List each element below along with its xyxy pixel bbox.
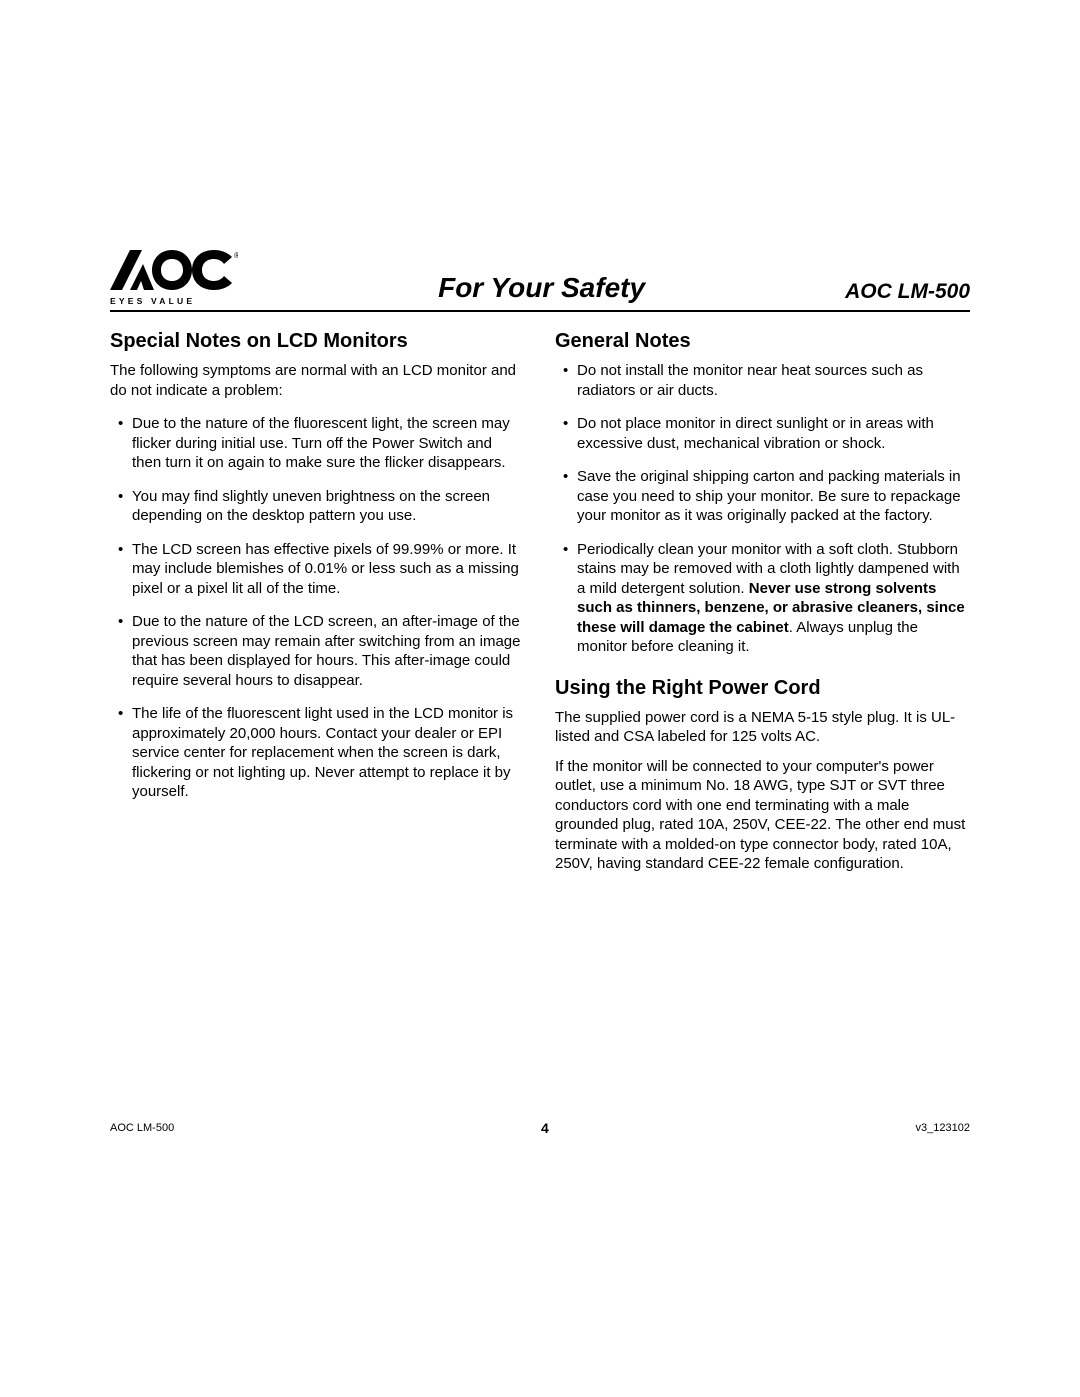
page-title: For Your Safety	[238, 272, 845, 306]
footer-row: AOC LM-500 4 v3_123102	[110, 1120, 970, 1136]
general-notes-heading: General Notes	[555, 330, 970, 353]
left-column: Special Notes on LCD Monitors The follow…	[110, 330, 525, 884]
list-item: Do not place monitor in direct sunlight …	[555, 414, 970, 453]
list-item: Due to the nature of the fluorescent lig…	[110, 414, 525, 473]
list-item: Do not install the monitor near heat sou…	[555, 361, 970, 400]
header-row: ® EYES VALUE For Your Safety AOC LM-500	[110, 250, 970, 312]
list-item: The LCD screen has effective pixels of 9…	[110, 540, 525, 599]
list-item: Save the original shipping carton and pa…	[555, 467, 970, 526]
special-notes-heading: Special Notes on LCD Monitors	[110, 330, 525, 353]
logo-block: ® EYES VALUE	[110, 250, 238, 306]
page-content: ® EYES VALUE For Your Safety AOC LM-500 …	[110, 250, 970, 884]
model-label: AOC LM-500	[845, 280, 970, 306]
list-item: The life of the fluorescent light used i…	[110, 704, 525, 802]
list-item: Due to the nature of the LCD screen, an …	[110, 612, 525, 690]
aoc-logo-icon: ®	[110, 250, 238, 294]
power-cord-heading: Using the Right Power Cord	[555, 677, 970, 700]
list-item: Periodically clean your monitor with a s…	[555, 540, 970, 657]
footer-page-number: 4	[541, 1120, 549, 1136]
right-column: General Notes Do not install the monitor…	[555, 330, 970, 884]
registered-mark: ®	[234, 251, 238, 260]
special-notes-intro: The following symptoms are normal with a…	[110, 361, 525, 400]
power-para-1: The supplied power cord is a NEMA 5-15 s…	[555, 708, 970, 747]
logo-tagline: EYES VALUE	[110, 296, 238, 306]
footer-right: v3_123102	[916, 1122, 970, 1134]
list-item: You may find slightly uneven brightness …	[110, 487, 525, 526]
general-notes-list: Do not install the monitor near heat sou…	[555, 361, 970, 657]
footer-left: AOC LM-500	[110, 1122, 174, 1134]
content-columns: Special Notes on LCD Monitors The follow…	[110, 330, 970, 884]
special-notes-list: Due to the nature of the fluorescent lig…	[110, 414, 525, 802]
power-para-2: If the monitor will be connected to your…	[555, 757, 970, 874]
